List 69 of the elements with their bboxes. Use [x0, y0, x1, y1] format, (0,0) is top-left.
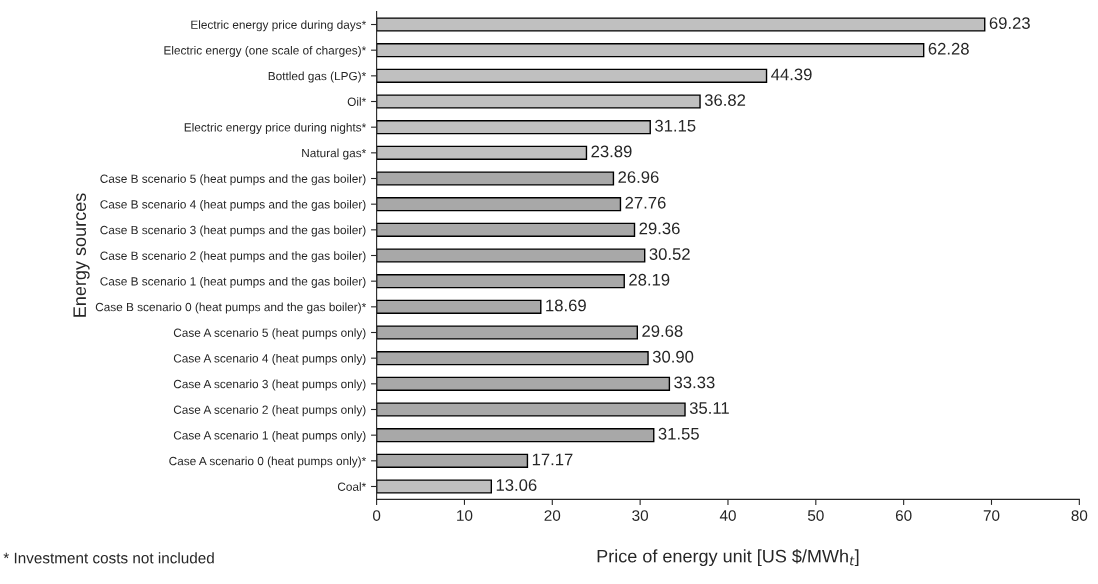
bar [376, 197, 622, 212]
data-label: 35.11 [689, 402, 729, 414]
bar [376, 274, 625, 289]
x-tick-label: 20 [544, 510, 561, 521]
y-tick-label: Coal* [337, 482, 367, 491]
bar [376, 299, 542, 314]
bar [376, 171, 615, 186]
data-label: 31.15 [655, 119, 696, 132]
text: * Investment costs not included [3, 552, 214, 564]
x-tick-label: 0 [372, 510, 381, 521]
data-label: 62.28 [928, 42, 969, 55]
bar [376, 43, 925, 58]
y-tick-label: Electric energy price during days* [191, 20, 367, 32]
y-tick-label: Case B scenario 5 (heat pumps and the gas boiler) [100, 174, 366, 186]
bar [376, 402, 686, 417]
x-tick-label: 40 [719, 510, 736, 521]
y-tick-label: Natural gas* [302, 148, 367, 160]
bar [376, 453, 529, 468]
y-axis-title: Energy sources [73, 193, 90, 317]
data-label: 13.06 [496, 479, 537, 491]
x-tick-label: 10 [457, 510, 473, 521]
y-tick-label: Case A scenario 1 (heat pumps only) [173, 430, 366, 442]
bar [376, 68, 768, 83]
data-label: 29.68 [642, 325, 683, 337]
y-tick-label: Case B scenario 4 (heat pumps and the gas boiler) [100, 199, 366, 211]
bar [376, 222, 636, 237]
y-tick-label: Case B scenario 0 (heat pumps and the gas boiler)* [95, 302, 367, 314]
bar [376, 248, 646, 263]
y-tick-label: Case B scenario 3 (heat pumps and the gas boiler) [100, 225, 366, 237]
y-tick-label: Electric energy price during nights* [184, 122, 367, 134]
bar [376, 17, 986, 32]
bar [376, 94, 701, 109]
y-tick-label: Case B scenario 2 (heat pumps and the gas boiler) [100, 251, 366, 263]
data-label: 30.90 [652, 350, 694, 363]
y-tick-label: Bottled gas (LPG)* [268, 71, 367, 83]
x-tick-label: 80 [1071, 510, 1088, 521]
y-tick-label: Case B scenario 1 (heat pumps and the gas boiler) [100, 276, 366, 288]
bar [376, 120, 651, 135]
x-tick-label: 50 [807, 510, 824, 521]
bar [376, 351, 649, 366]
data-label: 36.82 [704, 94, 746, 106]
data-label: 69.23 [989, 17, 1030, 29]
data-label: 30.52 [649, 248, 690, 260]
y-tick-label: Case A scenario 5 (heat pumps only) [173, 328, 366, 340]
data-label: 33.33 [674, 376, 715, 389]
y-tick-label: Case A scenario 0 (heat pumps only)* [169, 456, 367, 468]
data-label: 26.96 [618, 171, 659, 183]
x-tick-label: 70 [983, 510, 1000, 521]
data-label: 28.19 [629, 273, 670, 286]
x-axis-title: Price of energy unit [US $/MWh$_{t}$] [597, 548, 859, 567]
y-tick-label: Case A scenario 4 (heat pumps only) [173, 353, 366, 365]
y-tick-label: Case A scenario 3 (heat pumps only) [173, 379, 366, 391]
bar [376, 428, 655, 443]
y-tick-label: Case A scenario 2 (heat pumps only) [173, 405, 366, 417]
data-label: 17.17 [532, 453, 573, 466]
bar [376, 145, 588, 160]
data-label: 29.36 [639, 222, 680, 235]
data-label: 18.69 [546, 299, 586, 312]
data-label: 27.76 [625, 196, 666, 209]
x-tick-label: 30 [632, 510, 649, 521]
x-tick-label: 60 [895, 510, 912, 521]
bar [376, 479, 493, 494]
data-label: 31.55 [658, 427, 699, 440]
bar [376, 325, 639, 340]
data-label: 44.39 [771, 68, 812, 81]
bar [376, 376, 671, 391]
y-tick-label: Electric energy (one scale of charges)* [164, 45, 367, 57]
y-tick-label: Oil* [347, 97, 367, 106]
data-label: 23.89 [591, 145, 632, 158]
